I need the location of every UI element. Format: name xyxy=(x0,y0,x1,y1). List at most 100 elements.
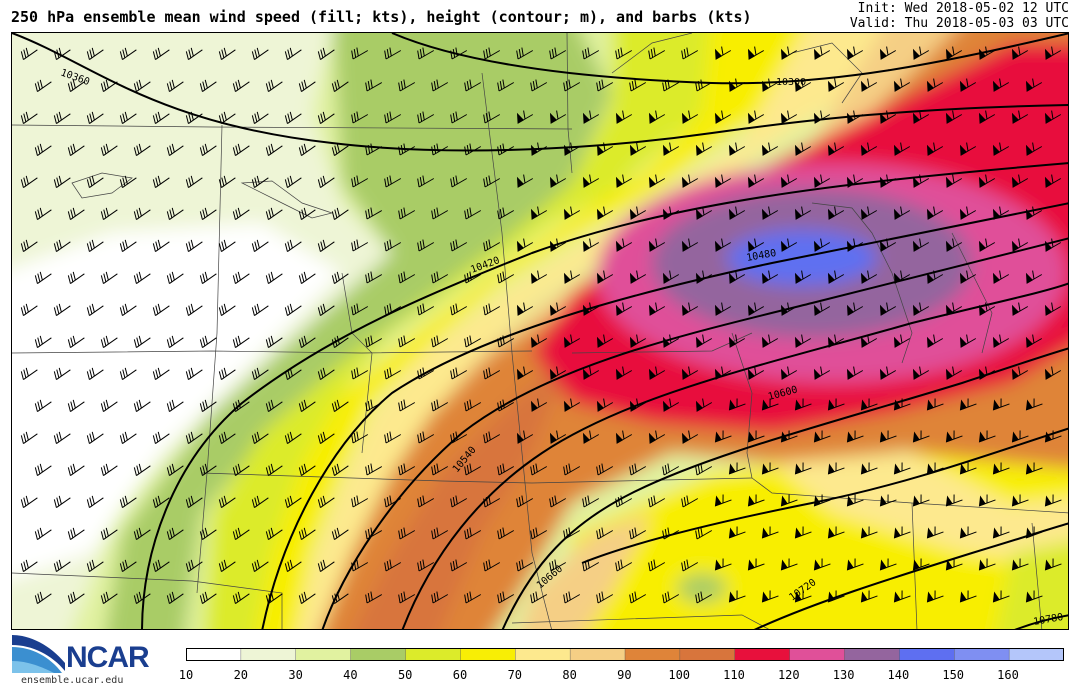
wind-barb xyxy=(1011,46,1029,60)
wind-barb xyxy=(34,399,52,412)
wind-barb xyxy=(100,463,118,476)
wind-barb xyxy=(199,399,217,412)
wind-barb xyxy=(794,590,812,603)
colorbar-cell xyxy=(844,648,901,661)
logo-url[interactable]: ensemble.ucar.edu xyxy=(21,675,124,686)
wind-barb xyxy=(860,206,878,220)
wind-barb xyxy=(615,366,633,380)
wind-barb xyxy=(483,367,501,380)
wind-barb xyxy=(218,47,236,60)
wind-barb xyxy=(152,431,170,444)
wind-barb xyxy=(992,526,1010,539)
wind-barb xyxy=(582,559,600,572)
wind-barb xyxy=(714,46,732,60)
wind-barb xyxy=(530,527,548,540)
wind-barb xyxy=(417,175,435,188)
wind-barb xyxy=(265,271,283,284)
colorbar-cell xyxy=(186,648,242,661)
wind-barb xyxy=(464,463,482,476)
wind-barb xyxy=(166,591,184,604)
colorbar-cell xyxy=(350,648,407,661)
wind-barb xyxy=(331,335,349,348)
wind-barb xyxy=(497,271,515,284)
wind-barb xyxy=(199,271,217,284)
wind-barb xyxy=(119,559,137,572)
wind-barb xyxy=(34,271,52,284)
wind-barb xyxy=(582,174,600,188)
wind-barb xyxy=(893,270,911,284)
wind-barb xyxy=(1044,430,1062,443)
colorbar-tick-label: 10 xyxy=(178,668,194,682)
wind-barb xyxy=(398,463,416,476)
wind-barb xyxy=(251,495,269,508)
wind-barb xyxy=(747,430,765,443)
wind-barb xyxy=(530,398,548,412)
wind-barb xyxy=(199,463,217,476)
wind-barb xyxy=(549,495,567,508)
wind-barb xyxy=(648,559,666,572)
wind-barb xyxy=(615,47,633,60)
wind-barb xyxy=(912,366,930,380)
wind-barb xyxy=(398,271,416,284)
wind-speed-colorbar xyxy=(186,648,1064,661)
wind-barb xyxy=(794,526,812,539)
wind-barb xyxy=(265,207,283,220)
wind-barb xyxy=(629,591,647,604)
wind-barb xyxy=(218,303,236,316)
wind-barb xyxy=(1044,366,1062,380)
wind-barb xyxy=(563,527,581,540)
wind-barb xyxy=(926,270,944,284)
colorbar-cell xyxy=(1008,648,1064,661)
wind-barb xyxy=(67,79,85,92)
wind-barb xyxy=(119,431,137,444)
wind-barb xyxy=(365,399,383,412)
wind-barb xyxy=(100,335,118,348)
wind-barb xyxy=(450,175,468,188)
wind-barb xyxy=(20,47,38,60)
wind-barb xyxy=(516,366,534,380)
wind-barb xyxy=(185,239,203,252)
wind-barb xyxy=(945,494,963,507)
wind-barb xyxy=(331,207,349,220)
wind-barb xyxy=(67,207,85,220)
wind-barb xyxy=(86,303,104,316)
wind-barb xyxy=(747,558,765,571)
wind-barb xyxy=(331,79,349,92)
wind-barb xyxy=(728,590,746,603)
colorbar-cell xyxy=(460,648,517,661)
wind-barb xyxy=(483,431,501,444)
wind-barb xyxy=(747,366,765,380)
wind-barb xyxy=(284,367,302,380)
wind-barb xyxy=(516,110,534,124)
wind-barb xyxy=(827,206,845,220)
colorbar-cell xyxy=(954,648,1010,661)
wind-barb xyxy=(199,527,217,540)
wind-barb xyxy=(284,431,302,444)
wind-barb xyxy=(747,302,765,316)
wind-barb xyxy=(398,591,416,604)
wind-barb xyxy=(780,494,798,507)
wind-barb xyxy=(34,79,52,92)
wind-barb xyxy=(133,591,151,604)
wind-barb xyxy=(629,270,647,284)
wind-barb xyxy=(232,79,250,92)
wind-barb xyxy=(714,238,732,252)
wind-barb xyxy=(450,111,468,124)
wind-barb xyxy=(596,463,614,476)
wind-barb xyxy=(351,367,369,380)
wind-barb xyxy=(860,334,878,348)
wind-barb xyxy=(582,47,600,60)
wind-barb xyxy=(284,175,302,188)
wind-barb xyxy=(34,591,52,604)
wind-barb xyxy=(681,47,699,60)
wind-barb xyxy=(846,558,864,571)
wind-barb xyxy=(1025,462,1043,475)
wind-barb xyxy=(185,111,203,124)
wind-barb xyxy=(681,110,699,124)
wind-barb xyxy=(695,463,713,476)
wind-barb xyxy=(813,174,831,188)
wind-barb xyxy=(232,143,250,156)
wind-barb xyxy=(681,302,699,316)
wind-barb xyxy=(516,430,534,444)
wind-barb xyxy=(728,78,746,92)
